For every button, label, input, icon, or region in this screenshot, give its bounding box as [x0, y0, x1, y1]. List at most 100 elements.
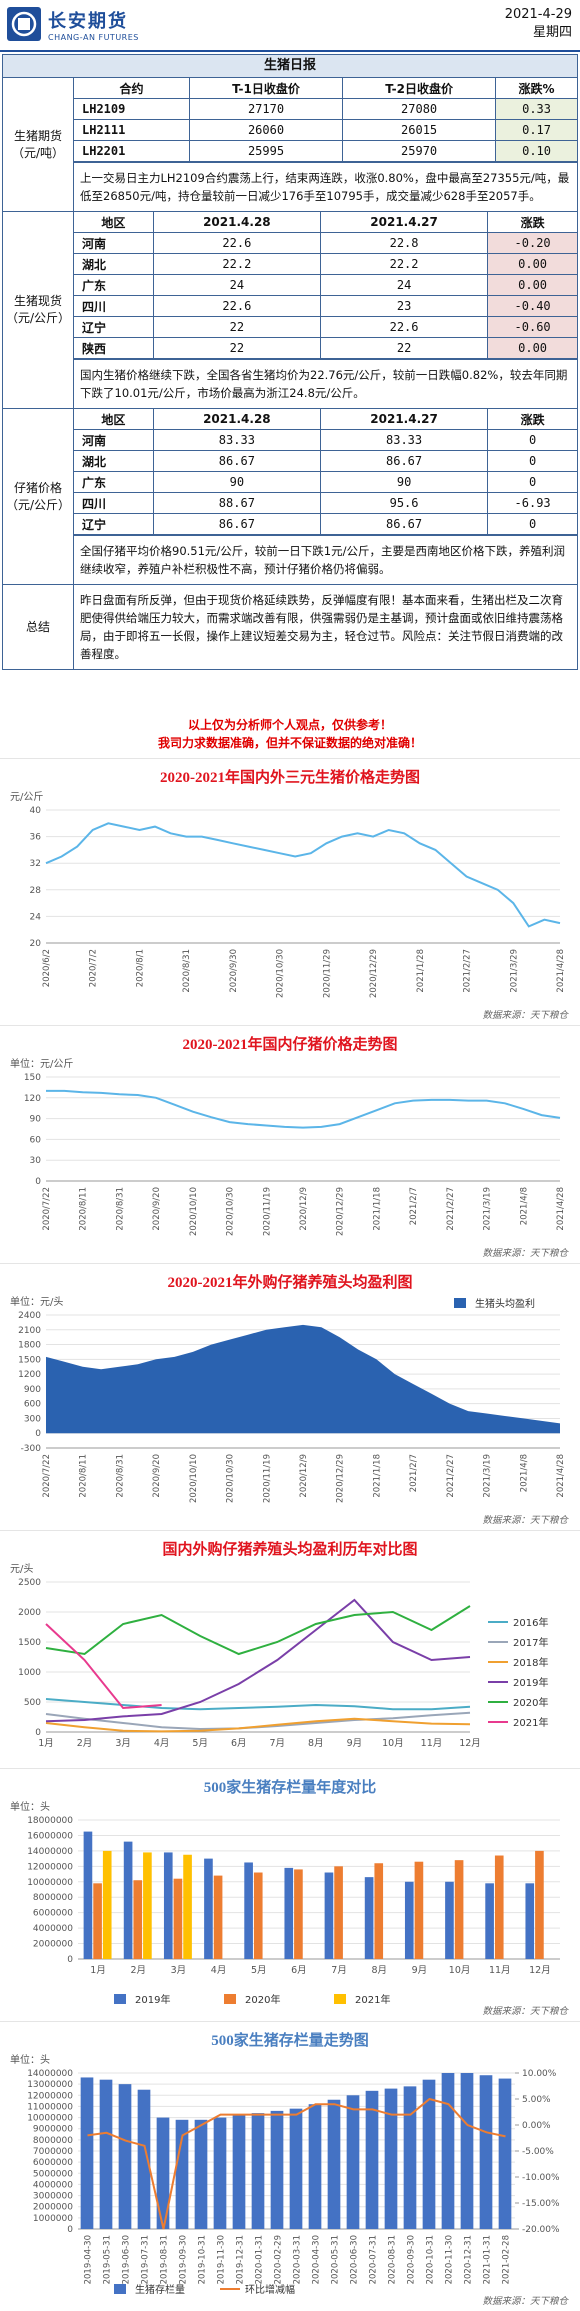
x-tick-label: 2021/3/19: [483, 1454, 493, 1498]
source-note: 数据来源：天下粮仓: [482, 1009, 569, 1021]
x-tick-label: 2021-01-31: [483, 2235, 493, 2284]
bar: [173, 1878, 183, 1959]
column-header: 2021.4.28: [152, 409, 321, 430]
y-tick-label: 0: [35, 1429, 41, 1439]
x-tick-label: 2020/12/9: [299, 1187, 309, 1231]
y2-tick-label: -10.00%: [522, 2173, 560, 2183]
x-tick-label: 2020-11-30: [445, 2235, 455, 2284]
section: 生猪现货（元/公斤） 地区 2021.4.28 2021.4.27 涨跌 河南 22.6 22…: [3, 211, 577, 408]
bar: [175, 2119, 189, 2229]
x-tick-label: 2020-06-30: [350, 2235, 360, 2284]
section-note: 国内生猪价格继续下跌，全国各省生猪均价为22.76元/公斤，较前一日跌幅0.82…: [74, 359, 577, 408]
x-tick-label: 2020/9/30: [229, 949, 239, 993]
legend-swatch: [454, 1298, 466, 1308]
y-tick-label: 500: [24, 1698, 41, 1708]
x-tick-label: 2020/8/11: [79, 1454, 89, 1498]
table-cell: 0: [487, 429, 577, 451]
y-tick-label: 4000000: [33, 2180, 73, 2190]
x-tick-label: 2019-08-31: [160, 2235, 170, 2284]
x-tick-label: 2月: [77, 1738, 93, 1749]
x-tick-label: 7月: [331, 1965, 347, 1976]
line: [45, 822, 561, 928]
x-tick-label: 2020-09-30: [407, 2235, 417, 2284]
table-cell: 86.67: [319, 513, 489, 535]
data-table: 地区 2021.4.28 2021.4.27 涨跌 河南 22.6 22.8 -0.20 湖北 2…: [74, 212, 577, 359]
table-cell: 22.6: [319, 316, 489, 338]
table-row: LH2201 25995 25970 0.10: [74, 140, 577, 162]
table-row: 四川 88.67 95.6 -6.93: [74, 492, 577, 514]
column-header: 涨跌: [487, 212, 577, 233]
x-tick-label: 12月: [529, 1965, 551, 1976]
y-tick-label: 60: [30, 1135, 42, 1145]
table-cell: 24: [152, 274, 321, 296]
column-header: 地区: [74, 212, 154, 233]
x-tick-label: 8月: [371, 1965, 387, 1976]
bar: [163, 1852, 173, 1959]
x-tick-label: 2021/2/27: [446, 1187, 456, 1231]
table-cell: 22: [152, 316, 321, 338]
table-cell: 25995: [188, 140, 344, 162]
y-tick-label: 1000000: [33, 2214, 73, 2224]
table-cell: 86.67: [152, 450, 321, 472]
x-tick-label: 2021/4/28: [556, 1187, 566, 1231]
bar: [479, 2075, 493, 2229]
y-tick-label: 2000000: [33, 1940, 73, 1950]
x-tick-label: 2021/4/28: [556, 1454, 566, 1498]
y-tick-label: 32: [30, 859, 41, 869]
table-row: 四川 22.6 23 -0.40: [74, 295, 577, 317]
bar: [535, 1850, 544, 1959]
y-tick-label: 1200: [18, 1370, 41, 1380]
y-tick-label: 2400: [18, 1311, 41, 1321]
legend-label: 2021年: [513, 1716, 548, 1729]
x-tick-label: 6月: [231, 1738, 247, 1749]
bar: [99, 2079, 113, 2229]
bar: [253, 1872, 263, 1959]
x-tick-label: 2020/9/20: [152, 1187, 162, 1231]
chart-title: 2020-2021年外购仔猪养殖头均盈利图: [168, 1273, 413, 1291]
x-tick-label: 12月: [459, 1738, 481, 1749]
table-cell: 90: [152, 471, 321, 493]
source-note: 数据来源：天下粮仓: [482, 1247, 569, 1259]
bar: [404, 1881, 414, 1959]
legend-label: 2020年: [513, 1696, 548, 1709]
section-note: 上一交易日主力LH2109合约震荡上行，结束两连跌，收涨0.80%，盘中最高至2…: [74, 162, 577, 211]
section-label: 生猪现货（元/公斤）: [3, 212, 74, 408]
y-tick-label: 600: [24, 1400, 41, 1410]
table-cell: 陕西: [74, 337, 154, 359]
line: [45, 1598, 471, 1723]
x-tick-label: 2019-07-31: [141, 2235, 151, 2284]
y-tick-label: 11000000: [27, 2102, 73, 2112]
legend-label: 2016年: [513, 1616, 548, 1629]
y-tick-label: 8000000: [33, 1893, 73, 1903]
section-note: 全国仔猪平均价格90.51元/公斤，较前一日下跌1元/公斤，主要是西南地区价格下…: [74, 535, 577, 584]
bar: [364, 1877, 374, 1959]
chart-title: 500家生猪存栏量年度对比: [204, 1778, 377, 1796]
unit-label: 单位：头: [10, 1800, 50, 1813]
x-tick-label: 2020-04-30: [312, 2235, 322, 2284]
table-cell: 26015: [342, 119, 497, 141]
logo-icon: [7, 7, 41, 41]
y2-tick-label: 10.00%: [522, 2069, 557, 2079]
y-tick-label: 36: [30, 833, 42, 843]
data-table: 合约 T-1日收盘价 T-2日收盘价 涨跌% LH2109 27170 27080 0.33 L…: [74, 78, 577, 162]
y-tick-label: 24: [30, 912, 42, 922]
y-tick-label: 14000000: [27, 1847, 73, 1857]
table-cell: 0.00: [487, 337, 577, 359]
table-cell: LH2201: [74, 140, 190, 162]
y2-tick-label: 5.00%: [522, 2095, 551, 2105]
table-cell: 86.67: [152, 513, 321, 535]
bar: [327, 2099, 341, 2229]
y-tick-label: -300: [21, 1444, 42, 1454]
y-tick-label: 0: [67, 2225, 73, 2235]
table-cell: 27080: [342, 98, 497, 120]
table-cell: 24: [319, 274, 489, 296]
table-cell: 0.00: [487, 253, 577, 275]
table-cell: 26060: [188, 119, 344, 141]
table-cell: 0: [487, 513, 577, 535]
table-row: 河南 83.33 83.33 0: [74, 429, 577, 451]
x-tick-label: 2021/1/18: [372, 1187, 382, 1231]
x-tick-label: 6月: [291, 1965, 307, 1976]
y-tick-label: 16000000: [27, 1831, 73, 1841]
